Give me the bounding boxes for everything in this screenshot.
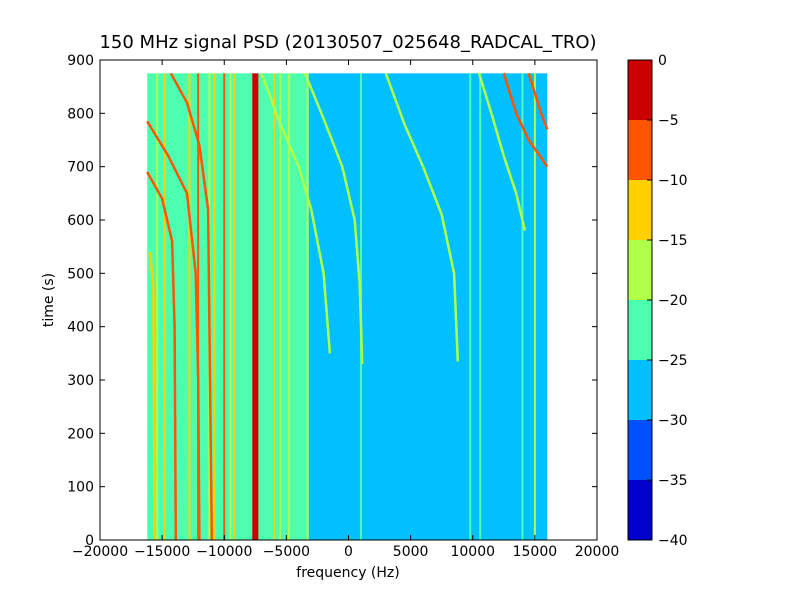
plot-area xyxy=(99,59,598,541)
constant-signal-line xyxy=(156,73,159,540)
constant-signal-line xyxy=(521,73,524,540)
constant-signal-line xyxy=(479,73,482,540)
heatmap-band xyxy=(308,73,548,540)
constant-signal-line xyxy=(533,73,536,540)
colorbar: −40 −35 −30 −25 −20 −15 −10 −5 0 xyxy=(627,53,688,549)
y-tick-label: 500 xyxy=(67,266,94,282)
drifting-signal-trace xyxy=(502,72,549,168)
drifting-signal-trace xyxy=(148,251,156,541)
y-tick-label: 0 xyxy=(85,533,94,549)
constant-signal-line xyxy=(233,73,236,540)
drifting-signal-trace xyxy=(146,120,201,541)
y-axis-label: time (s) xyxy=(41,273,57,327)
constant-signal-line xyxy=(229,73,232,540)
drifting-signal-trace xyxy=(384,72,460,362)
heatmap-band xyxy=(147,73,309,540)
constant-signal-line xyxy=(252,73,259,540)
colorbar-tick-label: −35 xyxy=(658,473,688,489)
colorbar-segment xyxy=(628,360,652,420)
constant-signal-line xyxy=(287,73,290,540)
y-axis: 0 100 200 300 400 500 600 700 800 900 xyxy=(67,53,597,549)
y-tick-label: 200 xyxy=(67,426,94,442)
colorbar-segment xyxy=(628,480,652,540)
constant-signal-line xyxy=(223,73,226,540)
x-axis-label: frequency (Hz) xyxy=(296,565,399,581)
colorbar-tick-label: −10 xyxy=(658,173,688,189)
constant-signal-line xyxy=(163,73,166,540)
colorbar-segment xyxy=(628,420,652,480)
colorbar-tick-label: −15 xyxy=(658,233,688,249)
heatmap-layer xyxy=(146,72,549,541)
y-tick-label: 800 xyxy=(67,106,94,122)
x-tick-label: 20000 xyxy=(575,544,620,560)
constant-signal-line xyxy=(306,73,309,540)
chart-title: 150 MHz signal PSD (20130507_025648_RADC… xyxy=(99,32,596,53)
x-tick-label: 0 xyxy=(344,544,353,560)
x-axis: −20000 −15000 −10000 −5000 0 5000 10000 15000 20… xyxy=(72,60,619,560)
drifting-signal-trace xyxy=(527,72,549,130)
colorbar-segment xyxy=(628,300,652,360)
drifting-signal-trace xyxy=(303,72,364,365)
constant-signal-line xyxy=(272,73,275,540)
x-tick-label: 5000 xyxy=(393,544,429,560)
y-tick-label: 600 xyxy=(67,213,94,229)
y-tick-label: 900 xyxy=(67,53,94,69)
x-tick-label: −20000 xyxy=(72,544,128,560)
x-tick-label: 10000 xyxy=(450,544,495,560)
x-tick-label: −5000 xyxy=(263,544,310,560)
constant-signal-line xyxy=(469,73,472,540)
y-tick-label: 400 xyxy=(67,320,94,336)
drifting-signal-trace xyxy=(260,72,332,354)
drifting-signal-trace xyxy=(146,171,178,541)
colorbar-segment xyxy=(628,60,652,120)
constant-signal-line xyxy=(188,73,191,540)
x-tick-label: −10000 xyxy=(196,544,252,560)
y-tick-label: 300 xyxy=(67,373,94,389)
constant-signal-line xyxy=(279,73,282,540)
y-tick-label: 700 xyxy=(67,160,94,176)
colorbar-tick-label: 0 xyxy=(658,53,667,69)
y-tick-label: 100 xyxy=(67,480,94,496)
colorbar-segment xyxy=(628,240,652,300)
drifting-signal-trace xyxy=(169,72,214,541)
constant-signal-line xyxy=(197,73,200,540)
colorbar-tick-label: −5 xyxy=(658,113,679,129)
colorbar-segment xyxy=(628,180,652,240)
colorbar-tick-label: −25 xyxy=(658,353,688,369)
x-tick-label: −15000 xyxy=(134,544,190,560)
colorbar-tick-label: −40 xyxy=(658,533,688,549)
colorbar-tick-label: −30 xyxy=(658,413,688,429)
colorbar-tick-label: −20 xyxy=(658,293,688,309)
drifting-signal-trace xyxy=(477,72,527,231)
x-tick-label: 15000 xyxy=(513,544,558,560)
colorbar-segment xyxy=(628,120,652,180)
constant-signal-line xyxy=(213,73,216,540)
